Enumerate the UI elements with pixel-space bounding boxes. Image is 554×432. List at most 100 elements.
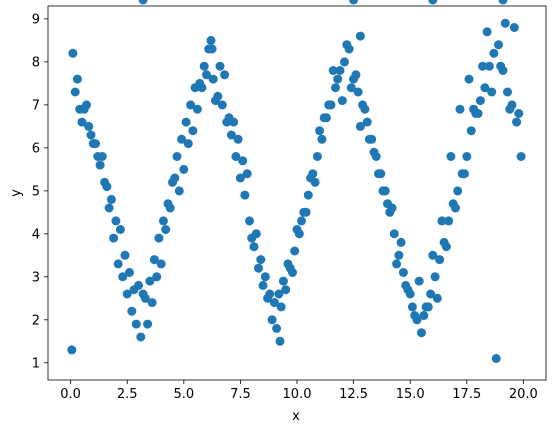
data-point bbox=[480, 83, 490, 93]
data-point bbox=[84, 121, 94, 131]
data-point bbox=[378, 186, 388, 196]
data-point bbox=[360, 104, 370, 114]
x-axis-label: x bbox=[292, 409, 300, 424]
data-point bbox=[484, 61, 494, 71]
data-point bbox=[407, 302, 417, 312]
data-point bbox=[109, 233, 119, 243]
data-point bbox=[342, 40, 352, 50]
data-point bbox=[444, 216, 454, 226]
data-point bbox=[303, 190, 313, 200]
data-point bbox=[435, 255, 445, 265]
data-point bbox=[67, 345, 77, 355]
data-point bbox=[206, 35, 216, 45]
data-point bbox=[217, 100, 227, 110]
data-point bbox=[288, 268, 297, 277]
data-point bbox=[156, 259, 166, 269]
data-point bbox=[514, 109, 524, 118]
data-point bbox=[149, 255, 159, 265]
data-point bbox=[460, 169, 469, 179]
data-point bbox=[362, 117, 372, 127]
data-point bbox=[226, 130, 236, 140]
data-point bbox=[503, 87, 512, 97]
data-point bbox=[278, 276, 288, 286]
data-point bbox=[154, 233, 164, 243]
data-point bbox=[331, 83, 340, 93]
data-point bbox=[147, 298, 157, 308]
data-point bbox=[392, 259, 402, 269]
data-point bbox=[292, 225, 302, 234]
data-point bbox=[120, 250, 130, 260]
data-point bbox=[247, 233, 257, 243]
y-tick-label: 8 bbox=[32, 55, 40, 70]
data-point bbox=[498, 0, 508, 5]
data-point bbox=[242, 169, 252, 179]
y-tick-label: 3 bbox=[32, 270, 40, 285]
y-axis-ticks: 1 2 3 4 5 6 7 8 9 bbox=[32, 12, 48, 371]
x-tick-label: 15.0 bbox=[396, 387, 425, 402]
data-point bbox=[88, 139, 98, 149]
data-point bbox=[177, 134, 187, 144]
data-point bbox=[419, 311, 429, 320]
data-point bbox=[516, 152, 526, 161]
data-point bbox=[158, 216, 168, 226]
data-point bbox=[254, 263, 263, 273]
data-point bbox=[186, 100, 196, 110]
data-point bbox=[310, 177, 320, 187]
data-point bbox=[260, 272, 270, 282]
data-point bbox=[283, 259, 293, 269]
data-point bbox=[417, 328, 426, 338]
data-point bbox=[281, 285, 291, 295]
data-point bbox=[125, 268, 134, 277]
data-point bbox=[353, 87, 363, 97]
data-point bbox=[276, 302, 286, 312]
data-point bbox=[181, 117, 191, 127]
x-tick-label: 2.5 bbox=[117, 387, 138, 402]
data-point bbox=[113, 259, 123, 269]
data-point bbox=[464, 74, 474, 84]
data-point bbox=[505, 104, 515, 114]
data-point bbox=[446, 152, 456, 161]
data-point bbox=[183, 139, 193, 149]
data-point bbox=[337, 96, 347, 106]
data-point bbox=[129, 285, 139, 295]
data-point bbox=[340, 57, 349, 67]
data-point bbox=[335, 66, 345, 75]
y-tick-label: 4 bbox=[32, 227, 40, 242]
data-point bbox=[428, 250, 438, 260]
data-point bbox=[455, 104, 465, 114]
data-point bbox=[269, 298, 279, 308]
data-point bbox=[512, 117, 522, 127]
data-point bbox=[70, 87, 80, 97]
data-point bbox=[138, 289, 148, 299]
data-point bbox=[208, 74, 218, 84]
data-point bbox=[161, 225, 171, 234]
data-point bbox=[202, 70, 211, 80]
y-tick-label: 1 bbox=[32, 356, 40, 371]
data-point bbox=[374, 169, 383, 179]
data-point bbox=[315, 126, 325, 136]
data-point bbox=[170, 173, 180, 183]
data-point bbox=[355, 121, 365, 131]
data-point bbox=[364, 134, 374, 144]
data-point bbox=[131, 319, 141, 329]
data-point bbox=[410, 311, 420, 320]
data-point bbox=[489, 48, 499, 58]
data-point bbox=[462, 152, 472, 161]
data-point bbox=[165, 203, 175, 213]
data-point bbox=[207, 44, 217, 54]
data-point bbox=[72, 74, 82, 84]
data-point bbox=[174, 186, 184, 196]
data-point bbox=[383, 199, 392, 209]
data-point bbox=[290, 246, 300, 256]
data-point bbox=[265, 289, 275, 299]
data-point bbox=[77, 117, 87, 127]
data-point bbox=[496, 61, 506, 71]
data-point bbox=[145, 276, 155, 286]
data-point bbox=[349, 0, 359, 5]
data-point bbox=[229, 117, 239, 127]
data-point bbox=[509, 23, 519, 32]
data-point bbox=[333, 74, 343, 84]
data-point bbox=[389, 229, 399, 239]
data-point bbox=[192, 104, 202, 114]
